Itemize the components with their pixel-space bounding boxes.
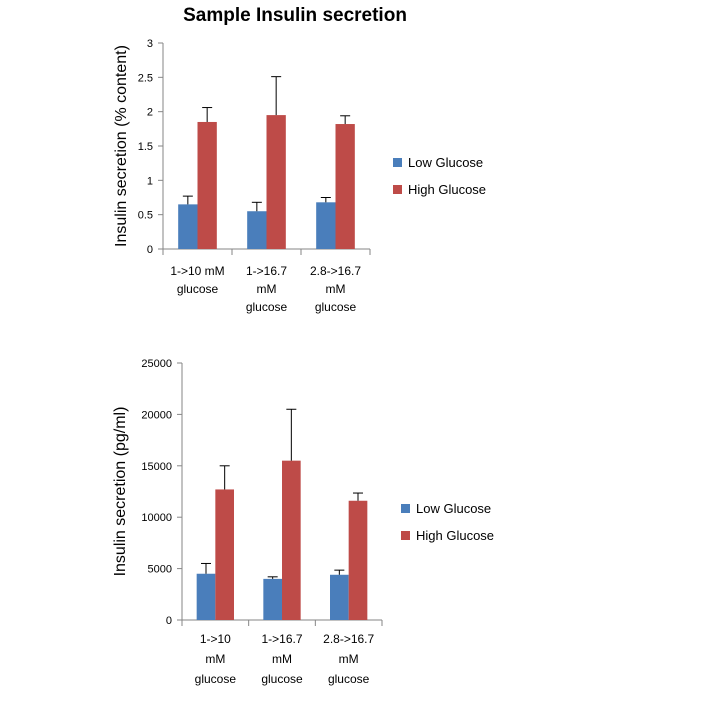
y-tick-label: 15000	[141, 461, 172, 473]
y-tick-label: 10000	[141, 512, 172, 524]
y-axis-label: Insulin secretion (pg/ml)	[112, 407, 129, 577]
x-category-label: 2.8->16.7 mM glucose	[323, 632, 374, 686]
bar	[348, 500, 368, 620]
bar	[282, 460, 301, 620]
x-category-label: 1->10 mM glucose	[195, 632, 237, 686]
x-category-label: 2.8->16.7 mM glucose	[310, 264, 361, 314]
x-category-label: 1->10 mM glucose	[170, 264, 224, 296]
x-category-label: 1->16.7 mM glucose	[261, 632, 303, 686]
y-tick-label: 0	[147, 244, 153, 256]
bar	[196, 573, 216, 620]
bar	[335, 124, 355, 249]
bar	[330, 574, 349, 620]
y-tick-label: 0	[166, 615, 172, 627]
legend-label: Low Glucose	[408, 155, 483, 170]
legend-swatch	[401, 531, 410, 540]
x-category-label: 1->16.7 mM glucose	[246, 264, 288, 314]
y-tick-label: 0.5	[138, 210, 153, 222]
bar	[266, 115, 286, 249]
legend-swatch	[393, 158, 402, 167]
chart-pg-per-ml: 0 5000 10000 15000 20000 25000 1->10 mM glucose 1…	[112, 358, 494, 686]
bar	[197, 121, 217, 249]
y-tick-label: 20000	[141, 409, 172, 421]
bar	[247, 211, 267, 249]
y-tick-label: 1	[147, 175, 153, 187]
y-tick-label: 2.5	[138, 72, 153, 84]
bar	[316, 202, 336, 249]
y-tick-label: 2	[147, 107, 153, 119]
legend-label: High Glucose	[408, 182, 486, 197]
legend-swatch	[401, 504, 410, 513]
y-tick-label: 1.5	[138, 141, 153, 153]
bar	[178, 204, 198, 249]
bar	[215, 489, 234, 620]
y-axis-label: Insulin secretion (% content)	[113, 45, 130, 247]
chart-title: Sample Insulin secretion	[183, 5, 407, 26]
legend-label: Low Glucose	[416, 501, 491, 516]
y-tick-label: 5000	[148, 564, 172, 576]
legend-swatch	[393, 185, 402, 194]
bar	[263, 578, 282, 620]
y-tick-label: 25000	[141, 358, 172, 370]
y-tick-label: 3	[147, 38, 153, 50]
chart-percent-content: 0 0.5 1 1.5 2 2.5 3 1->10 mM glucose 1->16.7 mM glu…	[113, 38, 486, 314]
legend-label: High Glucose	[416, 528, 494, 543]
